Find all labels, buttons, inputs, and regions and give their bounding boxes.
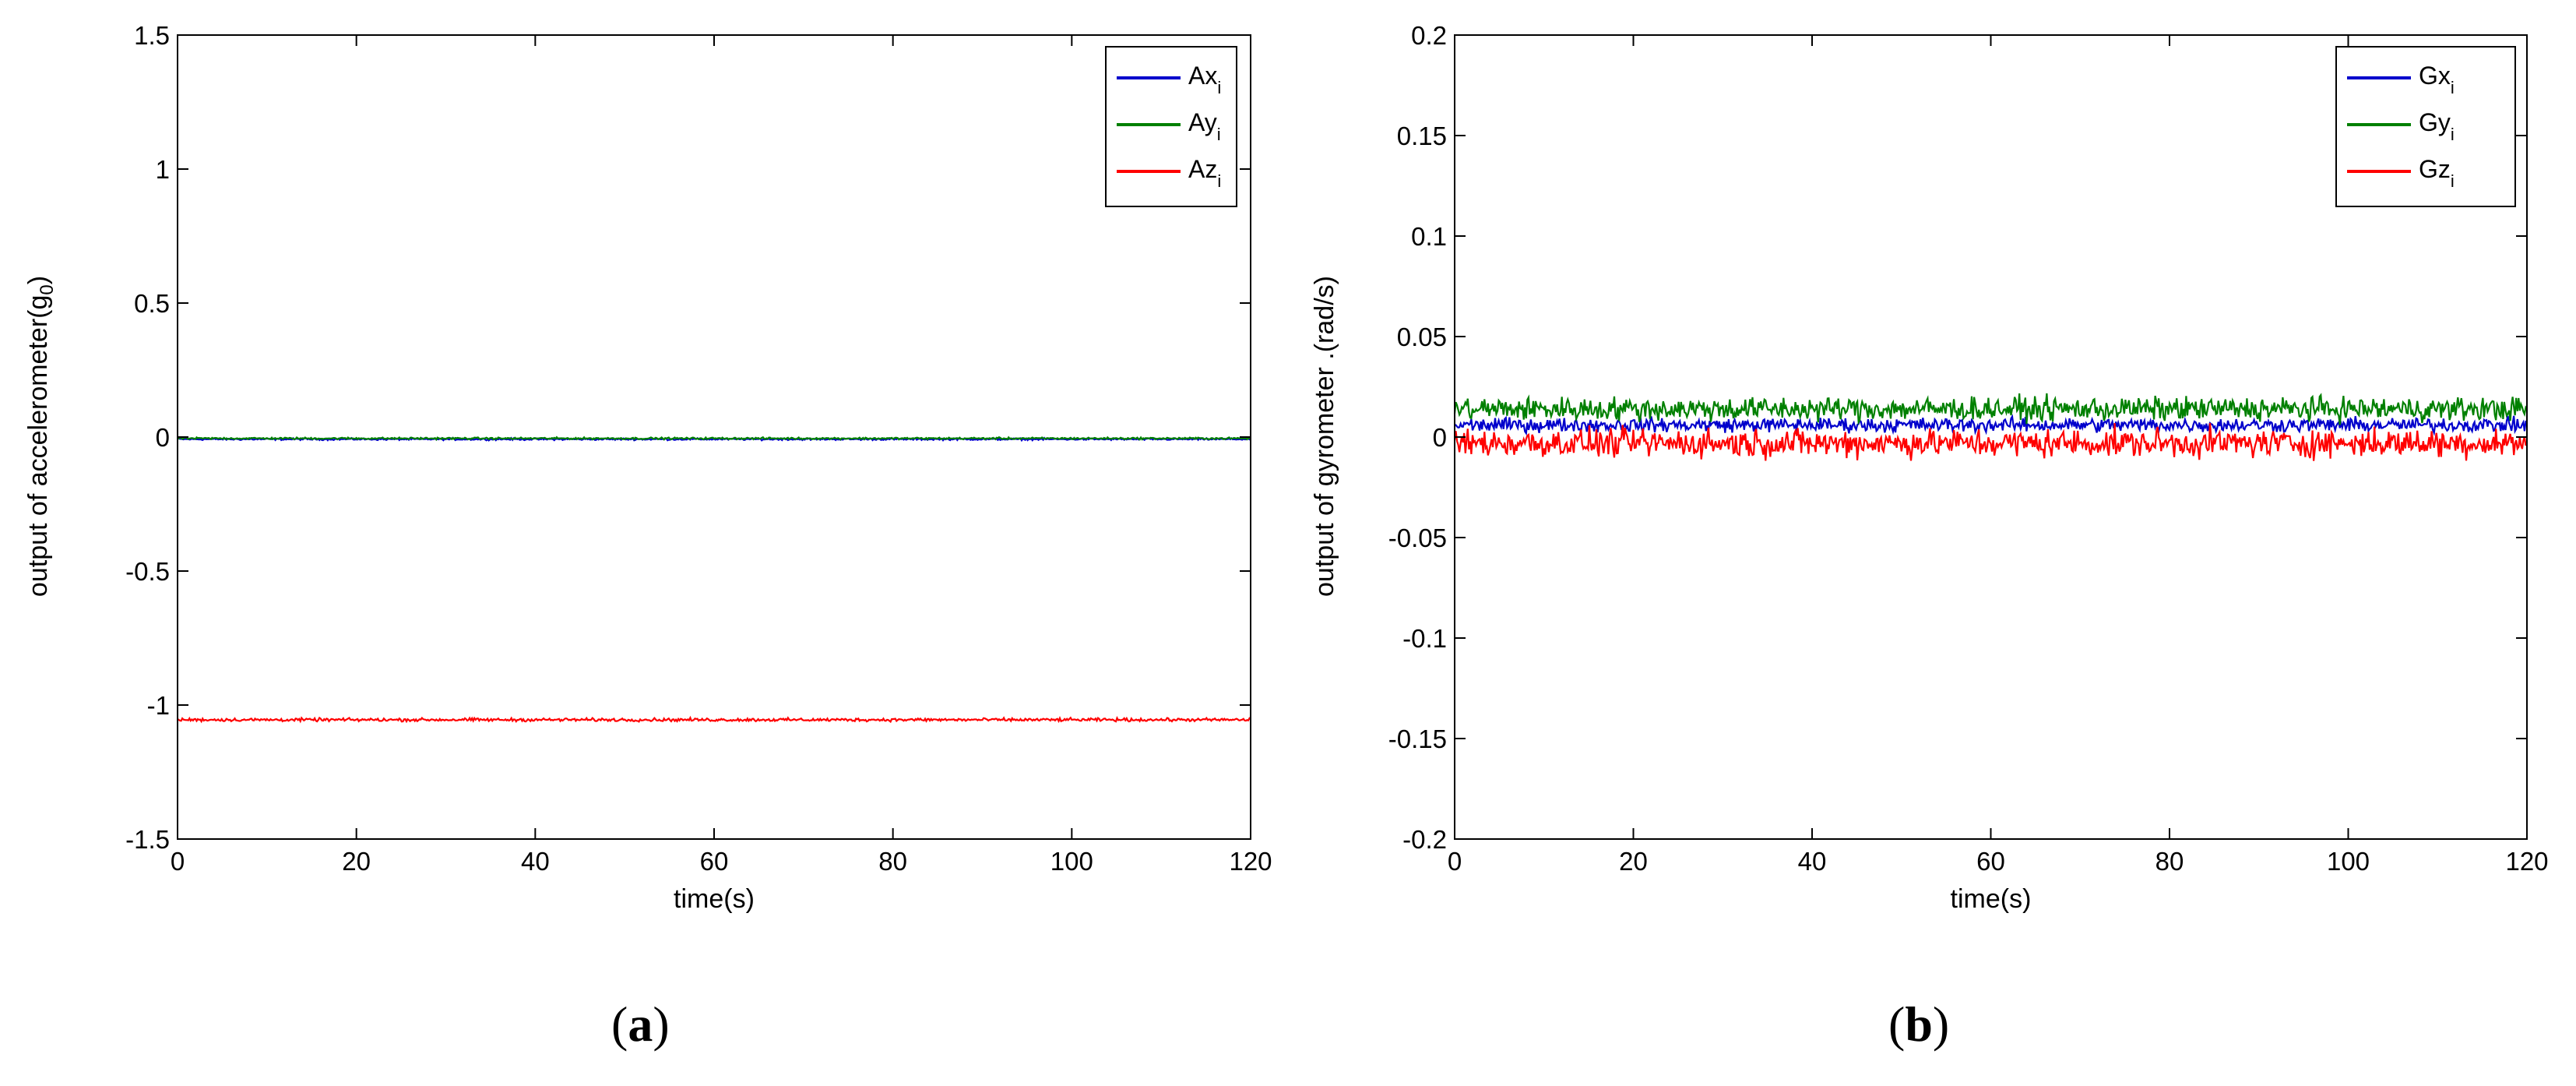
caption-b-letter: b (1905, 996, 1933, 1052)
legend-label-gz: Gzi (2419, 155, 2455, 191)
series-line-az (177, 715, 1251, 724)
legend-label-name: Ay (1188, 108, 1217, 136)
x-tick-label: 0 (1448, 847, 1462, 876)
y-tick-label: 0.5 (134, 289, 170, 318)
legend-label-ay: Ayi (1188, 108, 1221, 144)
x-axis-label: time(s) (674, 884, 755, 914)
caption-b-open: ( (1888, 996, 1906, 1052)
legend-label-sub: i (1217, 78, 1221, 97)
y-tick-label: -0.1 (1402, 624, 1447, 653)
x-axis-label: time(s) (1951, 884, 2032, 914)
legend-label-sub: i (2451, 78, 2455, 97)
legend-box (1105, 46, 1237, 207)
caption-b: (b) (1888, 996, 1949, 1053)
caption-b-close: ) (1932, 996, 1950, 1052)
x-tick-label: 40 (1798, 847, 1827, 876)
series-line-gy (1453, 393, 2528, 425)
legend-label-sub: i (2451, 171, 2455, 191)
x-tick-label: 0 (171, 847, 185, 876)
y-tick-label: -1.5 (125, 825, 170, 854)
x-tick-label: 60 (700, 847, 729, 876)
series-line-gz (1453, 422, 2528, 461)
chart-panel-b: 0 20 40 60 80 100 120 -0.2 -0.15 -0.1 -0.05 0 0.05 0.… (1310, 21, 2549, 914)
x-tick-label: 20 (1619, 847, 1648, 876)
caption-a-open: ( (611, 996, 628, 1052)
y-tick-label: -0.5 (125, 557, 170, 586)
y-tick-label: 1.5 (134, 21, 170, 50)
y-axis-label-sub: 0 (37, 284, 58, 294)
legend-label-sub: i (1217, 171, 1221, 191)
caption-a-close: ) (653, 996, 670, 1052)
x-tick-label: 100 (1050, 847, 1093, 876)
chart-panel-a: 0 20 40 60 80 100 120 -1.5 -1 -0.5 0 0.5 1 1.5 time(s)… (23, 21, 1272, 914)
x-tick-label: 80 (878, 847, 907, 876)
legend-label-name: Gz (2419, 155, 2451, 183)
x-tick-label: 120 (1229, 847, 1272, 876)
legend-label-ax: Axi (1188, 62, 1221, 97)
legend-box (2335, 46, 2516, 207)
y-tick-label: 0.15 (1397, 122, 1447, 150)
legend-label-gy: Gyi (2419, 108, 2455, 144)
legend-label-sub: i (1217, 125, 1221, 144)
x-tick-label: 120 (2505, 847, 2548, 876)
y-tick-label: -0.15 (1388, 725, 1447, 753)
series-line-ay (177, 435, 1251, 442)
y-axis-label-end: ) (23, 276, 53, 284)
x-tick-label: 40 (521, 847, 550, 876)
y-tick-label: -0.2 (1402, 825, 1447, 854)
y-axis-label: output of accelerometer(g0) (23, 276, 58, 597)
y-axis-label: output of gyrometer .(rad/s) (1310, 276, 1339, 597)
x-tick-label: 20 (342, 847, 371, 876)
legend-label-name: Gy (2419, 108, 2451, 136)
legend-label-gx: Gxi (2419, 62, 2455, 97)
series-line-gx (1454, 414, 2528, 436)
y-tick-label: -0.05 (1388, 524, 1447, 552)
legend-label-name: Gx (2419, 62, 2451, 90)
x-tick-label: 60 (1976, 847, 2005, 876)
legend-label-az: Azi (1188, 155, 1221, 191)
y-tick-label: 0.2 (1411, 21, 1447, 50)
y-axis-label-main: output of gyrometer .(rad/s) (1310, 276, 1339, 597)
y-tick-label: 0 (156, 423, 170, 452)
legend-label-name: Az (1188, 155, 1217, 183)
y-tick-label: 0.1 (1411, 222, 1447, 251)
caption-a-letter: a (628, 996, 653, 1052)
legend-label-name: Ax (1188, 62, 1217, 90)
y-tick-label: 0.05 (1397, 323, 1447, 351)
x-tick-label: 100 (2327, 847, 2370, 876)
x-tick-label: 80 (2155, 847, 2184, 876)
caption-a: (a) (611, 996, 670, 1053)
y-tick-label: -1 (147, 691, 170, 720)
y-tick-label: 0 (1433, 423, 1447, 452)
y-tick-label: 1 (156, 155, 170, 184)
legend-label-sub: i (2451, 125, 2455, 144)
y-axis-label-main: output of accelerometer(g (23, 295, 53, 597)
